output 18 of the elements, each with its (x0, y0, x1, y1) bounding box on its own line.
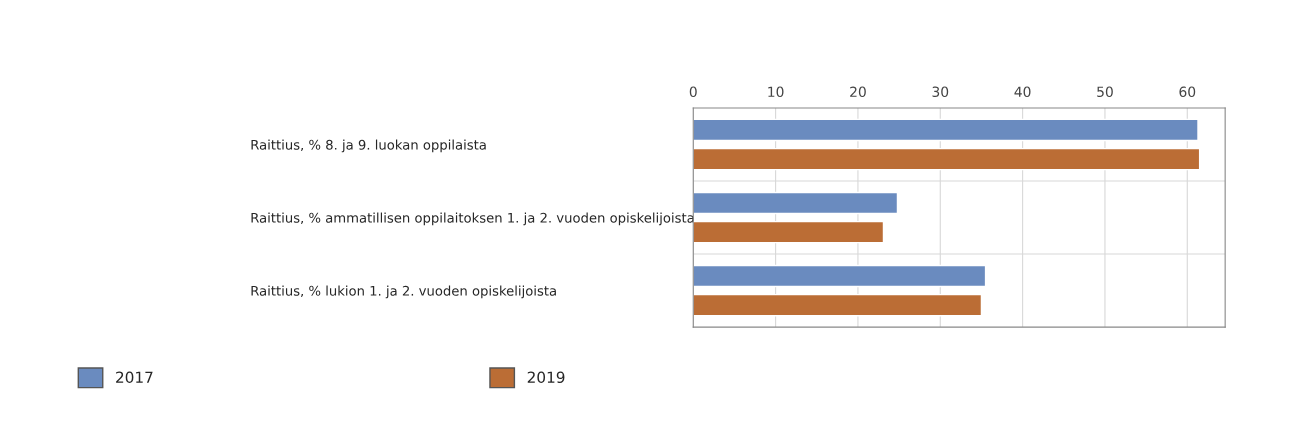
y-tick-label: Raittius, % ammatillisen oppilaitoksen 1. ja 2. vuoden opiskelijoista (251, 212, 694, 226)
x-tick-label: 30 (932, 86, 949, 98)
y-tick-label: Raittius, % lukion 1. ja 2. vuoden opiskelijoista (251, 285, 556, 299)
bar (693, 191, 899, 215)
x-tick-label: 20 (850, 86, 866, 98)
bar (693, 147, 1201, 171)
x-tick-label: 10 (768, 86, 784, 98)
x-tick-label: 40 (1014, 86, 1031, 98)
x-tick-label: 0 (689, 86, 697, 98)
x-tick-label: 60 (1179, 86, 1196, 98)
bar (693, 220, 885, 244)
legend-label: 2017 (116, 371, 153, 384)
bar (693, 293, 983, 317)
x-tick-label: 50 (1097, 86, 1113, 98)
legend-label: 2019 (527, 371, 565, 384)
bar (693, 264, 987, 288)
y-tick-label: Raittius, % 8. ja 9. luokan oppilaista (251, 139, 486, 153)
bar (693, 118, 1199, 142)
